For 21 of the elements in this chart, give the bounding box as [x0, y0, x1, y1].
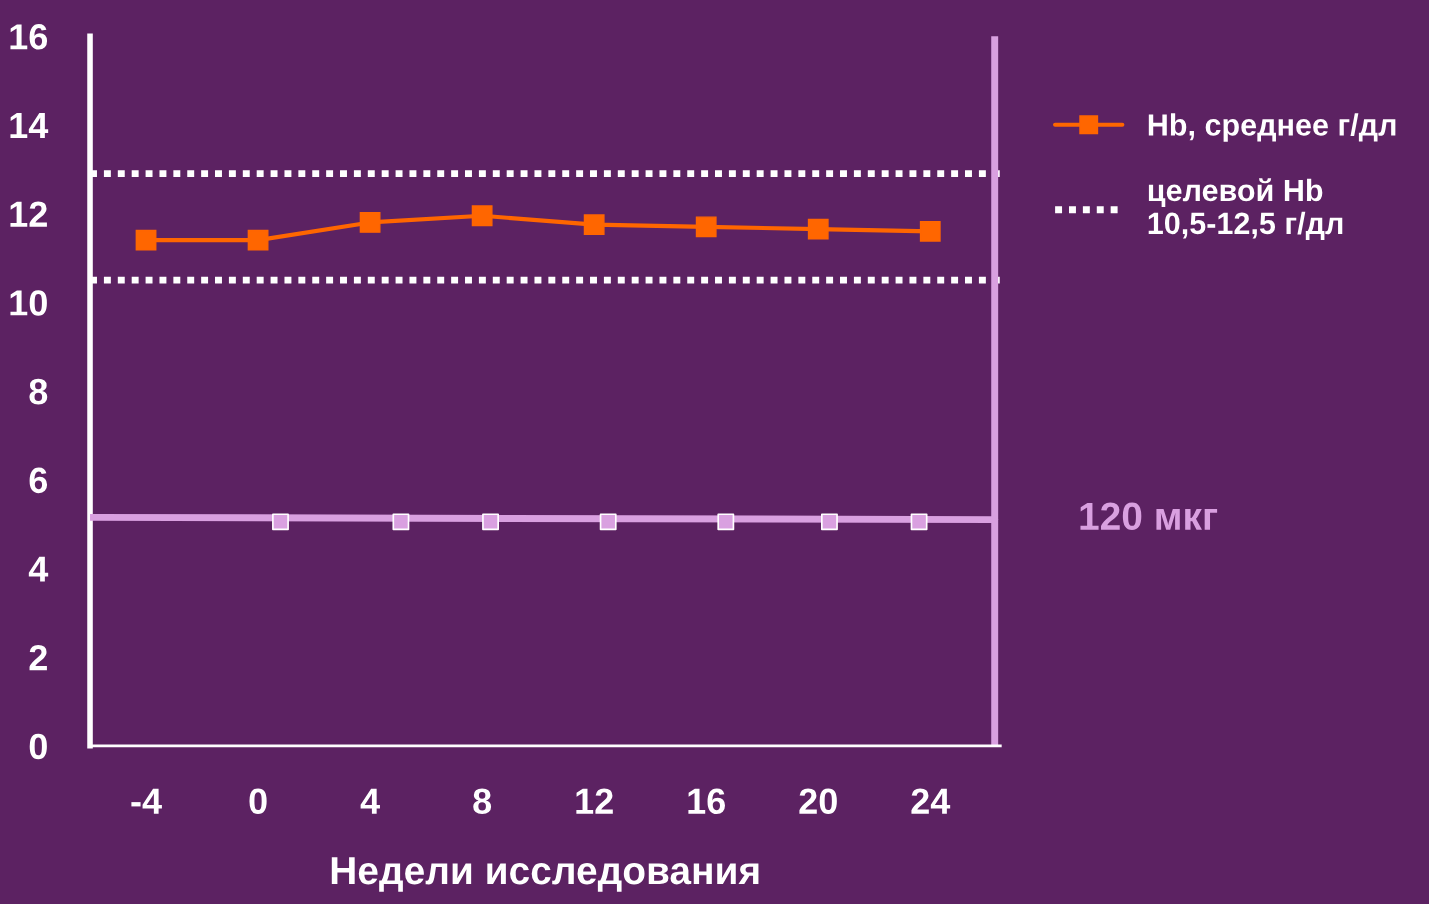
x-tick-label: -4 [131, 788, 162, 814]
x-tick-label: 16 [688, 788, 725, 814]
y-tick-label: 8 [29, 378, 48, 405]
x-tick-label: 24 [911, 788, 951, 814]
x-tick-label: 20 [799, 788, 837, 814]
text: 120 мкг [1080, 502, 1218, 531]
x-axis-title: Недели исследования [331, 857, 759, 892]
y-tick-label: 4 [28, 556, 49, 582]
x-tick-label: 8 [473, 788, 492, 814]
x-tick-label: 12 [576, 788, 613, 814]
y-tick-label: 12 [10, 201, 47, 227]
y-tick-label: 14 [10, 113, 49, 138]
legend-label: Hb, среднее г/дл [1148, 113, 1396, 142]
legend-label: целевой Hb 10,5-12,5 г/дл [1148, 178, 1343, 240]
y-tick-label: 10 [10, 290, 47, 316]
y-tick-label: 16 [10, 24, 48, 50]
y-tick-label: 0 [29, 733, 47, 760]
y-tick-label: 2 [29, 644, 47, 671]
y-tick-label: 6 [29, 467, 48, 494]
x-tick-label: 4 [360, 788, 380, 814]
x-tick-label: 0 [249, 788, 267, 814]
